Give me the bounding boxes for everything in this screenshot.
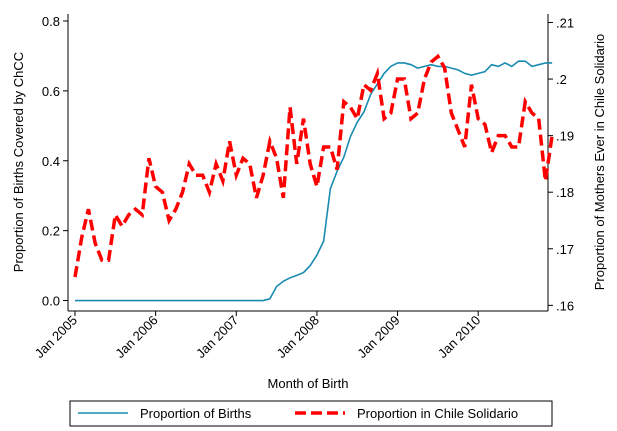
y2-tick-label: .17 <box>556 242 574 257</box>
y-tick-label: 0.6 <box>42 84 60 99</box>
y2-tick-label: .21 <box>556 15 574 30</box>
x-axis-label: Month of Birth <box>268 376 349 391</box>
x-tick-label: Jan 2007 <box>193 313 241 361</box>
y-tick-label: 0.0 <box>42 294 60 309</box>
y-tick-label: 0.8 <box>42 14 60 29</box>
y2-axis-label: Proportion of Mothers Ever in Chile Soli… <box>592 34 607 291</box>
x-tick-label: Jan 2005 <box>32 313 80 361</box>
y-tick-label: 0.2 <box>42 224 60 239</box>
y2-tick-label: .19 <box>556 129 574 144</box>
legend-box <box>69 400 553 427</box>
x-tick-label: Jan 2006 <box>112 313 160 361</box>
y2-tick-label: .2 <box>556 72 567 87</box>
y-axis-label: Proportion of Births Covered by ChCC <box>11 52 26 272</box>
series-line <box>75 60 553 302</box>
y2-tick-label: .16 <box>556 298 574 313</box>
legend-label: Proportion in Chile Solidario <box>357 406 518 421</box>
legend-label: Proportion of Births <box>140 406 252 421</box>
y-tick-label: 0.4 <box>42 154 60 169</box>
x-tick-label: Jan 2008 <box>274 313 322 361</box>
series-line <box>73 53 554 278</box>
x-tick-label: Jan 2010 <box>435 313 483 361</box>
y2-tick-label: .18 <box>556 185 574 200</box>
x-tick-label: Jan 2009 <box>354 313 402 361</box>
